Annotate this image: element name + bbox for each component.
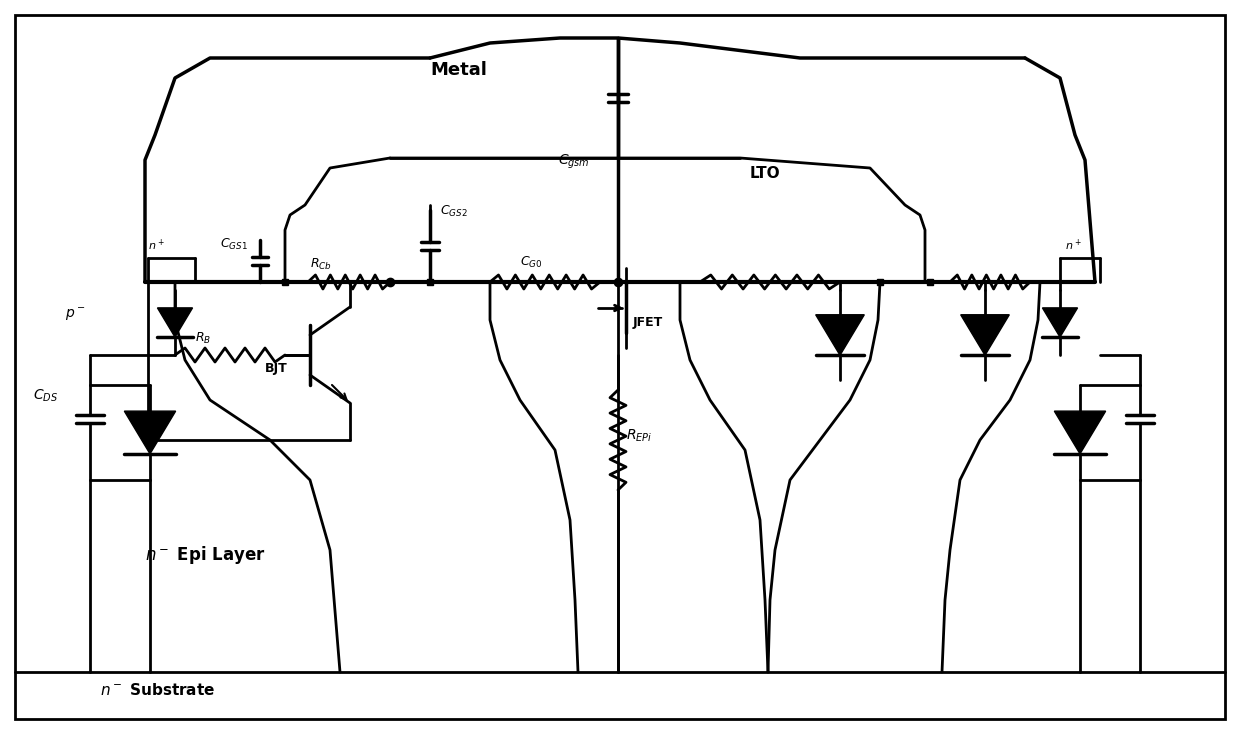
Text: $n^-$ Epi Layer: $n^-$ Epi Layer bbox=[145, 544, 265, 566]
Text: JFET: JFET bbox=[632, 316, 663, 329]
Text: $R_{Cb}$: $R_{Cb}$ bbox=[310, 257, 332, 272]
Text: $C_{DS}$: $C_{DS}$ bbox=[33, 388, 58, 404]
Text: $n^+$: $n^+$ bbox=[148, 238, 165, 253]
Polygon shape bbox=[961, 315, 1009, 355]
Text: Metal: Metal bbox=[430, 61, 487, 79]
Text: $n^+$: $n^+$ bbox=[1065, 238, 1081, 253]
Text: $R_B$: $R_B$ bbox=[195, 331, 211, 346]
Text: $C_{G0}$: $C_{G0}$ bbox=[520, 255, 543, 270]
Text: BJT: BJT bbox=[265, 362, 288, 375]
Polygon shape bbox=[1043, 308, 1078, 337]
Text: LTO: LTO bbox=[750, 166, 781, 181]
Text: $p^-$: $p^-$ bbox=[64, 307, 86, 324]
Text: $C_{gsm}$: $C_{gsm}$ bbox=[558, 153, 590, 172]
Text: $R_{EPi}$: $R_{EPi}$ bbox=[626, 428, 652, 444]
Text: $C_{GS1}$: $C_{GS1}$ bbox=[219, 237, 248, 252]
Polygon shape bbox=[1054, 411, 1106, 454]
Polygon shape bbox=[157, 308, 192, 337]
Text: $n^-$ Substrate: $n^-$ Substrate bbox=[100, 682, 215, 698]
Text: $C_{GS2}$: $C_{GS2}$ bbox=[440, 204, 467, 219]
Polygon shape bbox=[124, 411, 176, 454]
Polygon shape bbox=[816, 315, 864, 355]
